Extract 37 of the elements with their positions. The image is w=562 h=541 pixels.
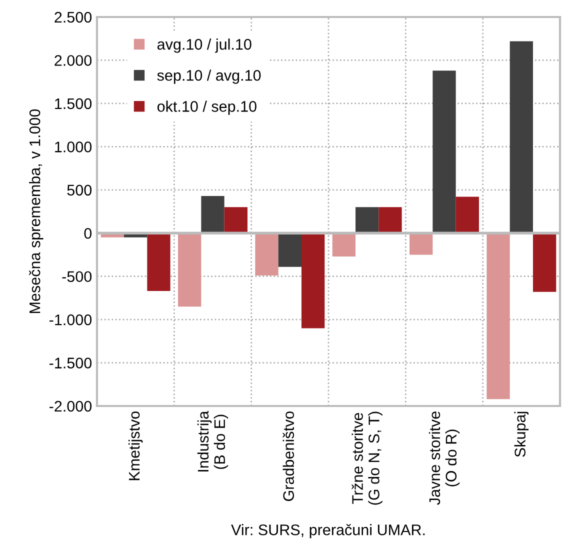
bar (147, 233, 170, 292)
bar (456, 196, 479, 234)
legend-label: avg.10 / jul.10 (157, 38, 252, 53)
y-tick-label: -500 (62, 271, 92, 282)
bar (410, 233, 433, 255)
y-tick-label: 2.000 (54, 55, 92, 66)
bar (510, 41, 533, 234)
x-tick-label: Tržne storitve (G do N, S, T) (352, 412, 382, 505)
y-axis-title: Mesečna sprememba, v 1.000 (28, 109, 44, 313)
bar (301, 233, 325, 328)
bar (255, 233, 278, 276)
bar (532, 233, 556, 292)
text: Vir: SURS, preračuni UMAR. (231, 524, 425, 538)
bar (356, 207, 379, 234)
x-tick-label: Gradbeništvo (282, 411, 294, 501)
bar (332, 233, 356, 256)
bar (378, 207, 402, 234)
y-tick-label: 0 (84, 228, 92, 239)
legend-label: okt.10 / sep.10 (157, 100, 256, 115)
y-tick-label: -1.000 (50, 314, 92, 326)
y-tick-label: 1.500 (55, 98, 92, 110)
x-tick-label: Kmetijstvo (128, 412, 143, 480)
x-tick-label: Javne storitve (O do R) (428, 412, 460, 505)
y-tick-label: 1.000 (55, 142, 92, 152)
bar (224, 207, 248, 234)
y-tick-label: 500 (67, 184, 92, 196)
x-tick-label: Skupaj (514, 412, 529, 457)
y-tick-label: -2.000 (50, 400, 92, 412)
bar (432, 70, 456, 234)
y-tick-label: 2.500 (54, 12, 92, 23)
x-tick-label: Industrija (B do E) (197, 410, 228, 472)
legend-label: sep.10 / avg.10 (157, 70, 261, 84)
bar (201, 196, 224, 234)
bar (178, 233, 202, 307)
y-tick-label: -1.500 (50, 358, 92, 368)
bar (278, 233, 302, 267)
bar (486, 233, 510, 400)
